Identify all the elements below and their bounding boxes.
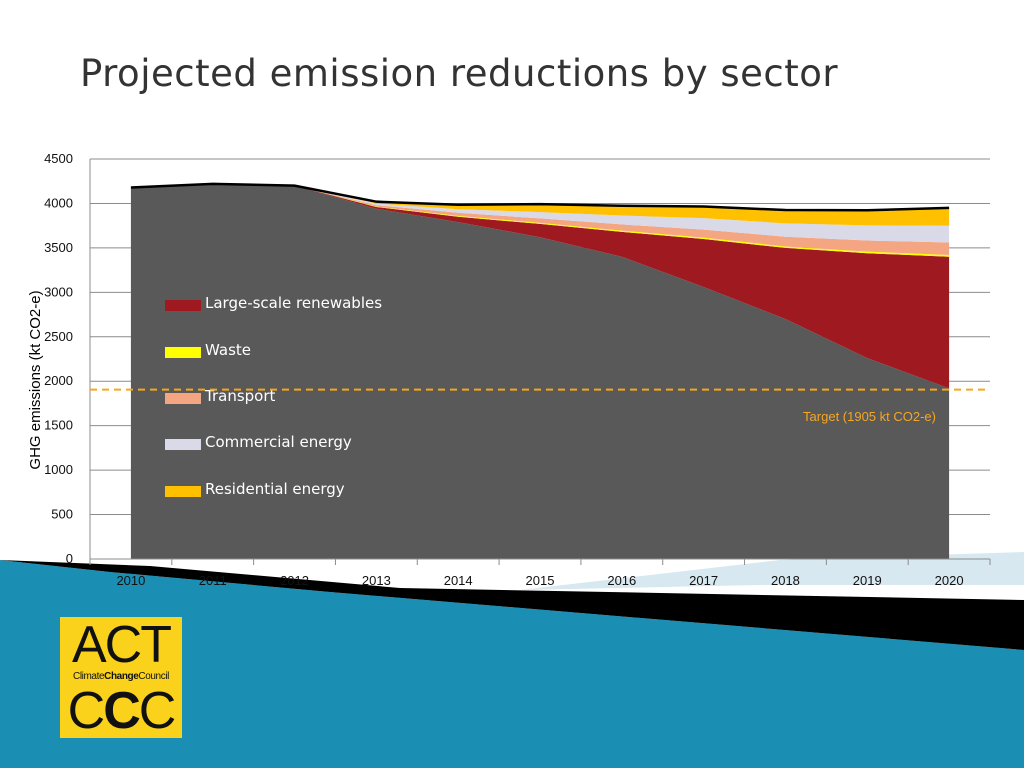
legend-swatch-2	[165, 393, 201, 404]
logo-line3: CCC	[60, 685, 182, 737]
target-label: Target (1905 kt CO2-e)	[803, 409, 936, 424]
y-tick-label: 500	[51, 507, 73, 522]
base-area	[130, 183, 950, 559]
x-tick-label: 2010	[116, 573, 145, 588]
y-tick-label: 1500	[44, 418, 73, 433]
series-area-0	[130, 183, 950, 389]
x-tick-label: 2017	[689, 573, 718, 588]
legend-label-1: Waste	[205, 341, 251, 359]
decorative-background	[0, 552, 1024, 768]
y-tick-label: 3500	[44, 240, 73, 255]
legend-swatch-1	[165, 347, 201, 358]
logo-line2: ClimateChangeCouncil	[60, 671, 182, 682]
background-blue-band	[0, 560, 1024, 768]
y-tick-label: 4500	[44, 151, 73, 166]
legend-swatch-3	[165, 439, 201, 450]
x-tick-label: 2019	[853, 573, 882, 588]
y-tick-label: 1000	[44, 462, 73, 477]
act-climate-change-council-logo: ACT ClimateChangeCouncil CCC	[60, 617, 182, 738]
logo-line2-bold: Change	[104, 671, 139, 682]
logo-line3-c3: C	[138, 682, 177, 740]
y-tick-label: 3000	[44, 284, 73, 299]
stacked-areas	[130, 182, 950, 559]
series-area-3	[130, 183, 950, 243]
x-tick-label: 2013	[362, 573, 391, 588]
x-tick-label: 2020	[935, 573, 964, 588]
x-tick-label: 2016	[607, 573, 636, 588]
background-light-band	[520, 552, 1024, 590]
legend-swatch-4	[165, 486, 201, 497]
y-tick-label: 2000	[44, 373, 73, 388]
y-axis-label: GHG emissions (kt CO2-e)	[27, 290, 44, 469]
logo-line1: ACT	[72, 616, 172, 674]
axis-labels: 0 500 1000 1500 2000 2500 3000 3500 4000 4500 2010…	[27, 151, 964, 588]
slide-title: Projected emission reductions by sector	[80, 52, 839, 95]
legend-label-2: Transport	[204, 387, 276, 405]
y-tick-label: 2500	[44, 329, 73, 344]
target-line-group: Target (1905 kt CO2-e)	[90, 388, 990, 424]
x-tick-label: 2018	[771, 573, 800, 588]
logo-line2-pre: Climate	[73, 671, 105, 682]
series-area-2	[130, 183, 950, 255]
background-black-band	[0, 560, 1024, 650]
legend-label-3: Commercial energy	[205, 433, 352, 451]
total-line	[130, 182, 950, 212]
logo-line2-post: Council	[138, 671, 169, 682]
axes	[89, 159, 991, 565]
legend-label-0: Large-scale renewables	[205, 294, 382, 312]
logo-line3-c2: C	[103, 682, 141, 740]
legend-swatch-0	[165, 300, 201, 311]
y-tick-label: 0	[66, 551, 73, 566]
x-tick-label: 2014	[444, 573, 473, 588]
x-tick-label: 2012	[280, 573, 309, 588]
x-tick-label: 2015	[526, 573, 555, 588]
legend-label-4: Residential energy	[205, 480, 345, 498]
legend: Large-scale renewables Waste Transport Comm…	[165, 294, 382, 498]
y-tick-label: 4000	[44, 195, 73, 210]
x-tick-label: 2011	[199, 573, 227, 588]
logo-line3-c1: C	[67, 682, 106, 740]
